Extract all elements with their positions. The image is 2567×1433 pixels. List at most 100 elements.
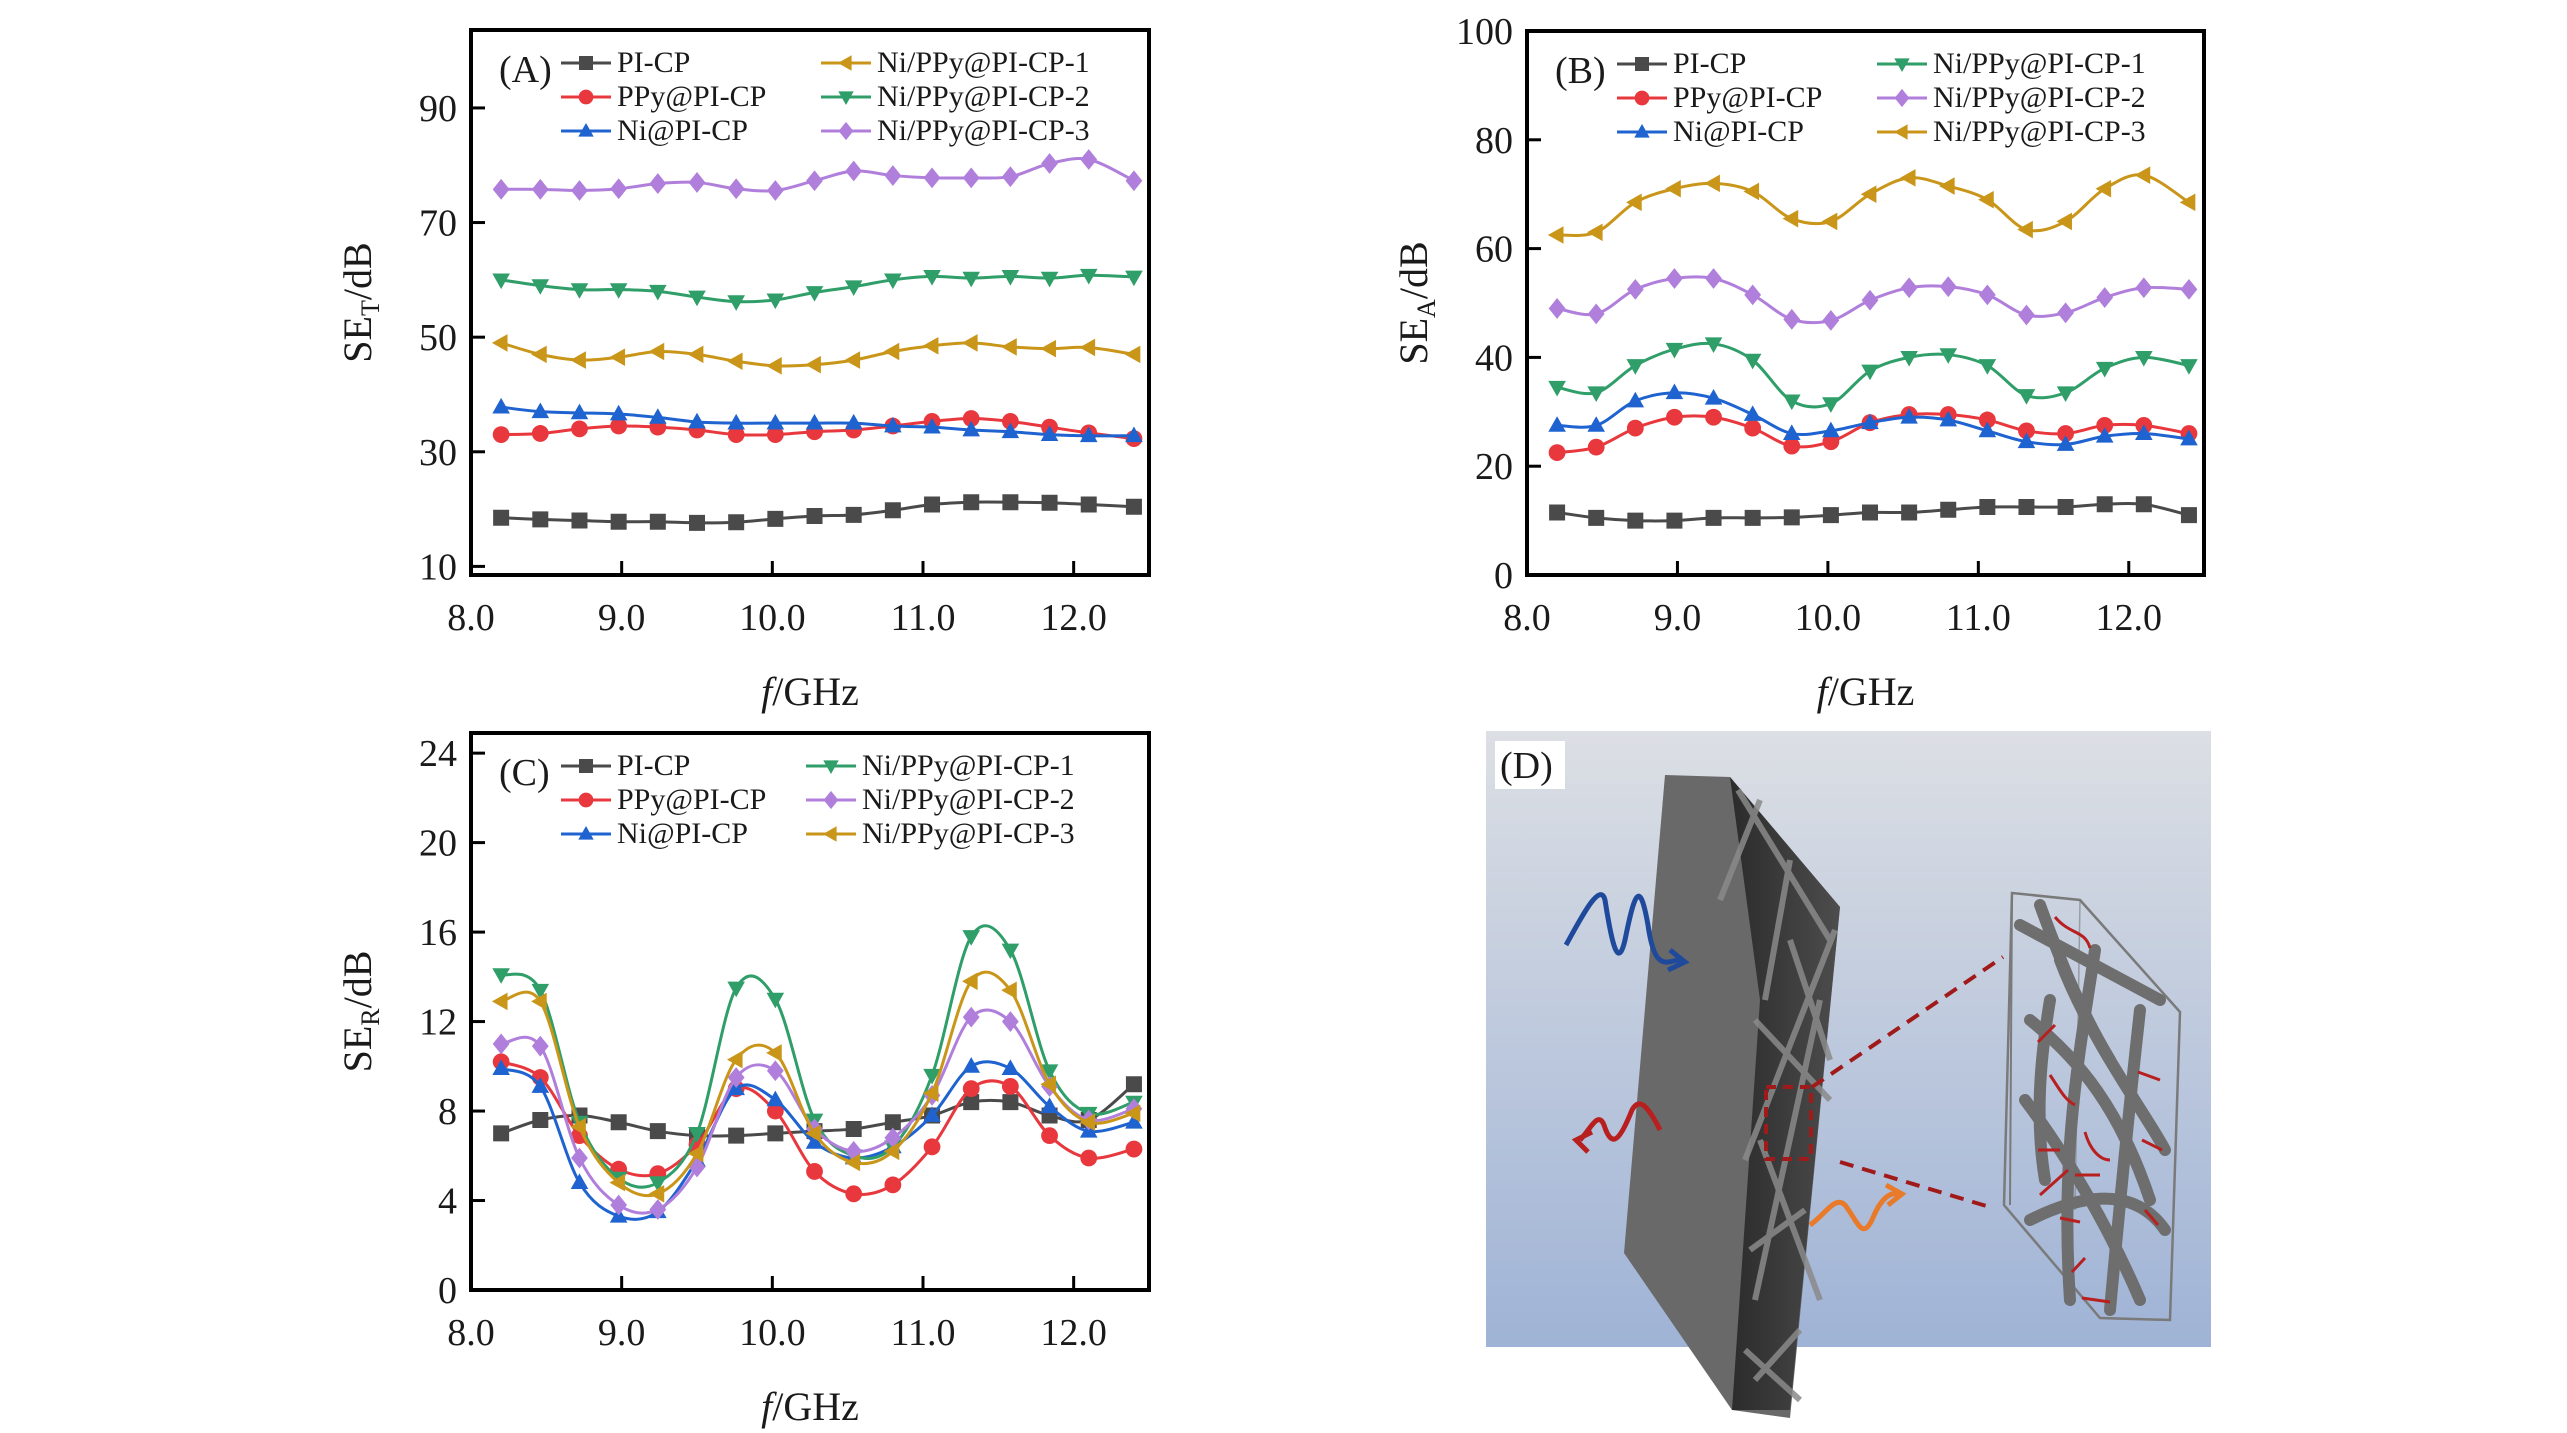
- data-point: [962, 271, 981, 288]
- panel-label-box: [1495, 741, 1565, 789]
- data-point: [1900, 351, 1918, 367]
- data-point: [806, 507, 823, 524]
- data-point: [2180, 507, 2197, 524]
- data-point: [648, 1185, 665, 1203]
- legend-label: PI-CP: [617, 46, 690, 79]
- data-point: [1588, 509, 1605, 526]
- legend-marker-icon: [1893, 124, 1908, 140]
- x-tick-label: 10.0: [1795, 597, 1862, 639]
- y-axis-label-unit: /dB: [335, 951, 380, 1009]
- data-point: [1743, 405, 1762, 421]
- data-point: [687, 345, 704, 364]
- data-point: [845, 160, 863, 182]
- data-point: [649, 1199, 667, 1220]
- x-tick-label: 8.0: [447, 1312, 495, 1354]
- legend-marker-icon: [1634, 123, 1650, 138]
- data-point: [1704, 337, 1723, 353]
- data-point: [687, 1144, 704, 1163]
- y-tick-label: 12: [419, 1002, 457, 1044]
- legend-label: Ni@PI-CP: [617, 114, 748, 147]
- data-point: [766, 992, 785, 1009]
- data-point: [1001, 1059, 1020, 1075]
- zoom-line-top: [1810, 955, 2005, 1089]
- series-pi-cp: [1549, 496, 2197, 529]
- legend-label: PPy@PI-CP: [617, 80, 766, 113]
- y-tick-label: 10: [419, 546, 457, 588]
- x-tick-label: 11.0: [1946, 597, 2011, 639]
- data-point: [492, 273, 510, 290]
- data-point: [2057, 302, 2074, 324]
- data-point: [884, 416, 902, 433]
- data-point: [1626, 279, 1644, 300]
- data-point: [1040, 339, 1056, 358]
- data-point: [570, 403, 589, 420]
- data-point: [1125, 1076, 1142, 1093]
- data-point: [531, 983, 550, 1000]
- data-point: [1744, 509, 1761, 526]
- data-point: [1587, 438, 1605, 456]
- transmitted-wave-icon: [1808, 1191, 1902, 1232]
- data-point: [1822, 433, 1840, 451]
- legend-item: Ni/PPy@PI-CP-3: [806, 817, 1075, 850]
- data-point: [766, 413, 785, 430]
- data-point: [844, 1153, 861, 1172]
- data-point: [1587, 223, 1603, 242]
- y-axis-label-main: SE: [1391, 318, 1436, 365]
- x-tick-label: 12.0: [1040, 1312, 1107, 1354]
- data-point: [962, 410, 980, 427]
- data-point: [1860, 185, 1877, 203]
- slab-porous-edge: [1730, 777, 1840, 1410]
- data-point: [727, 295, 745, 311]
- data-point: [2017, 432, 2036, 449]
- data-point: [1079, 426, 1098, 443]
- data-point: [610, 178, 628, 200]
- data-point: [805, 413, 824, 430]
- y-tick-label: 20: [419, 823, 457, 865]
- data-point: [884, 165, 902, 186]
- series-line: [1556, 173, 2190, 238]
- data-point: [492, 178, 510, 200]
- legend-label: PPy@PI-CP: [1673, 81, 1822, 114]
- data-point: [688, 1127, 706, 1143]
- legend-item: Ni/PPy@PI-CP-2: [806, 783, 1075, 816]
- series-ni-pi-cp: [492, 397, 1143, 443]
- data-point: [648, 342, 665, 361]
- data-point: [1079, 338, 1096, 357]
- legend-label: Ni/PPy@PI-CP-3: [862, 817, 1075, 850]
- legend-item: PI-CP: [561, 46, 690, 79]
- y-axis-label-subscript: R: [356, 1008, 385, 1026]
- legend-item: Ni/PPy@PI-CP-3: [821, 114, 1090, 147]
- data-point: [1040, 1075, 1056, 1094]
- data-point: [1900, 277, 1918, 299]
- x-axis-label-unit: /GHz: [1828, 669, 1915, 714]
- data-point: [649, 1176, 667, 1192]
- fibre-network-edge: [1717, 788, 1838, 1403]
- legend-item: PPy@PI-CP: [561, 80, 766, 113]
- data-point: [1666, 512, 1683, 529]
- x-tick-label: 10.0: [739, 597, 806, 639]
- legend-item: Ni/PPy@PI-CP-3: [1877, 115, 2146, 148]
- data-point: [962, 167, 980, 189]
- data-point: [1002, 1094, 1019, 1111]
- data-point: [766, 180, 784, 201]
- legend-label: PI-CP: [617, 749, 690, 782]
- schematic-panel-d: (D): [1486, 731, 2211, 1418]
- data-point: [1705, 408, 1722, 426]
- data-point: [766, 357, 782, 375]
- data-point: [1940, 501, 1957, 518]
- data-point: [962, 972, 978, 991]
- y-axis-label-subscript: T: [356, 300, 385, 316]
- data-point: [922, 336, 939, 355]
- data-point: [492, 1059, 510, 1075]
- data-point: [493, 509, 510, 526]
- y-tick-label: 24: [419, 733, 457, 775]
- data-point: [962, 1080, 980, 1098]
- legend-marker-icon: [578, 825, 594, 840]
- y-tick-label: 20: [1475, 446, 1513, 488]
- data-point: [610, 1114, 627, 1131]
- data-point: [1001, 1078, 1019, 1095]
- data-point: [609, 404, 628, 421]
- legend-marker-icon: [837, 55, 852, 71]
- data-point: [571, 1147, 588, 1169]
- data-point: [1125, 1113, 1143, 1129]
